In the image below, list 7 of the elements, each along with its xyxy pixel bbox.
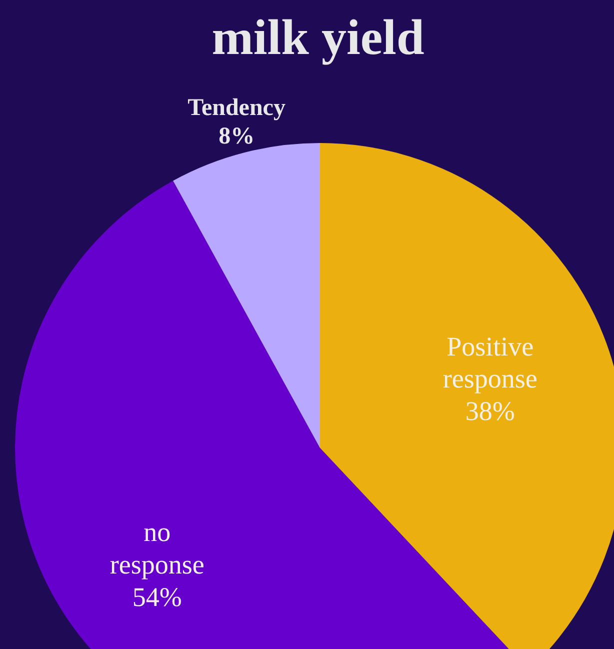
chart-title: milk yield [210, 8, 426, 66]
data-label: 38% [465, 396, 515, 426]
slice-label: Positive response [442, 331, 538, 394]
slice-label: no response [110, 517, 204, 580]
slice-label: Tendency [188, 94, 286, 121]
data-label: 54% [132, 582, 182, 612]
data-label: 8% [218, 124, 255, 150]
